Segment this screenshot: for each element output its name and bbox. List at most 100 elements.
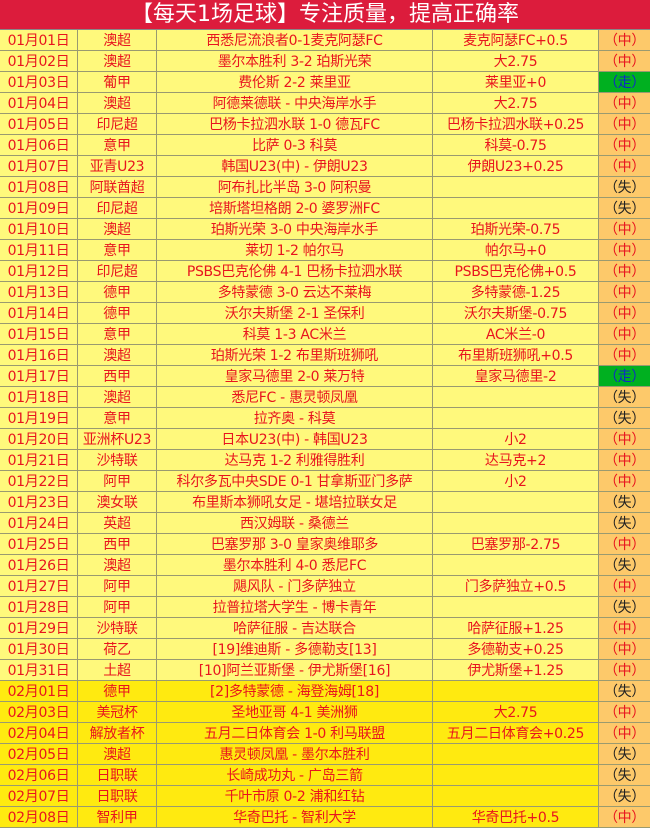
date-cell: 01月18日 xyxy=(0,387,78,407)
date-cell: 01月31日 xyxy=(0,660,78,680)
result-cell: （失） xyxy=(599,198,650,218)
match-cell: 培斯塔坦格朗 2-0 婆罗洲FC xyxy=(157,198,433,218)
result-cell: （中） xyxy=(599,219,650,239)
tip-cell: 麦克阿瑟FC+0.5 xyxy=(433,30,599,50)
table-row: 01月23日 澳女联 布里斯本狮吼女足 - 堪培拉联女足 （失） xyxy=(0,492,650,513)
result-cell: （中） xyxy=(599,660,650,680)
date-cell: 02月06日 xyxy=(0,765,78,785)
league-cell: 荷乙 xyxy=(78,639,157,659)
match-cell: 千叶市原 0-2 浦和红钻 xyxy=(157,786,433,806)
league-cell: 阿甲 xyxy=(78,471,157,491)
league-cell: 澳超 xyxy=(78,219,157,239)
page-title: 【每天1场足球】专注质量，提高正确率 xyxy=(0,0,650,30)
date-cell: 01月01日 xyxy=(0,30,78,50)
tip-cell xyxy=(433,765,599,785)
match-cell: 费伦斯 2-2 莱里亚 xyxy=(157,72,433,92)
date-cell: 01月29日 xyxy=(0,618,78,638)
table-row: 01月17日 西甲 皇家马德里 2-0 莱万特 皇家马德里-2 （走） xyxy=(0,366,650,387)
table-row: 01月25日 西甲 巴塞罗那 3-0 皇家奥维耶多 巴塞罗那-2.75 （中） xyxy=(0,534,650,555)
league-cell: 澳超 xyxy=(78,345,157,365)
date-cell: 01月22日 xyxy=(0,471,78,491)
date-cell: 01月08日 xyxy=(0,177,78,197)
tip-cell: 大2.75 xyxy=(433,51,599,71)
match-cell: [19]维迪斯 - 多德勒支[13] xyxy=(157,639,433,659)
date-cell: 01月07日 xyxy=(0,156,78,176)
tip-cell: 华奇巴托+0.5 xyxy=(433,807,599,827)
league-cell: 澳超 xyxy=(78,30,157,50)
match-cell: 长崎成功丸 - 广岛三箭 xyxy=(157,765,433,785)
match-cell: 西汉姆联 - 桑德兰 xyxy=(157,513,433,533)
match-cell: 圣地亚哥 4-1 美洲狮 xyxy=(157,702,433,722)
match-cell: 阿德莱德联 - 中央海岸水手 xyxy=(157,93,433,113)
league-cell: 亚洲杯U23 xyxy=(78,429,157,449)
result-cell: （失） xyxy=(599,681,650,701)
tip-cell: 小2 xyxy=(433,471,599,491)
match-cell: 韩国U23(中) - 伊朗U23 xyxy=(157,156,433,176)
league-cell: 印尼超 xyxy=(78,261,157,281)
result-cell: （中） xyxy=(599,534,650,554)
table-row: 02月07日 日职联 千叶市原 0-2 浦和红钻 （失） xyxy=(0,786,650,807)
tip-cell xyxy=(433,597,599,617)
result-cell: （失） xyxy=(599,555,650,575)
date-cell: 01月28日 xyxy=(0,597,78,617)
match-cell: 惠灵顿凤凰 - 墨尔本胜利 xyxy=(157,744,433,764)
match-cell: 莱切 1-2 帕尔马 xyxy=(157,240,433,260)
league-cell: 德甲 xyxy=(78,282,157,302)
tip-cell: 帕尔马+0 xyxy=(433,240,599,260)
league-cell: 印尼超 xyxy=(78,114,157,134)
table-row: 02月03日 美冠杯 圣地亚哥 4-1 美洲狮 大2.75 （中） xyxy=(0,702,650,723)
tip-cell: 巴塞罗那-2.75 xyxy=(433,534,599,554)
table-row: 01月31日 土超 [10]阿兰亚斯堡 - 伊尤斯堡[16] 伊尤斯堡+1.25 （中） xyxy=(0,660,650,681)
league-cell: 澳超 xyxy=(78,555,157,575)
tip-cell xyxy=(433,198,599,218)
table-row: 01月02日 澳超 墨尔本胜利 3-2 珀斯光荣 大2.75 （中） xyxy=(0,51,650,72)
date-cell: 02月03日 xyxy=(0,702,78,722)
league-cell: 西甲 xyxy=(78,366,157,386)
league-cell: 日职联 xyxy=(78,786,157,806)
date-cell: 01月04日 xyxy=(0,93,78,113)
match-cell: 日本U23(中) - 韩国U23 xyxy=(157,429,433,449)
tip-cell xyxy=(433,555,599,575)
result-cell: （走） xyxy=(599,366,650,386)
date-cell: 01月11日 xyxy=(0,240,78,260)
league-cell: 德甲 xyxy=(78,303,157,323)
result-cell: （中） xyxy=(599,618,650,638)
tip-cell xyxy=(433,513,599,533)
league-cell: 澳超 xyxy=(78,387,157,407)
date-cell: 02月08日 xyxy=(0,807,78,827)
match-cell: 多特蒙德 3-0 云达不莱梅 xyxy=(157,282,433,302)
match-cell: 达马克 1-2 利雅得胜利 xyxy=(157,450,433,470)
tip-cell: 珀斯光荣-0.75 xyxy=(433,219,599,239)
date-cell: 01月13日 xyxy=(0,282,78,302)
result-cell: （失） xyxy=(599,786,650,806)
date-cell: 02月04日 xyxy=(0,723,78,743)
table-row: 01月12日 印尼超 PSBS巴克伦佛 4-1 巴杨卡拉泗水联 PSBS巴克伦佛+0.… xyxy=(0,261,650,282)
table-row: 01月30日 荷乙 [19]维迪斯 - 多德勒支[13] 多德勒支+0.25 （中） xyxy=(0,639,650,660)
result-cell: （中） xyxy=(599,429,650,449)
table-row: 01月05日 印尼超 巴杨卡拉泗水联 1-0 德瓦FC 巴杨卡拉泗水联+0.25 （中） xyxy=(0,114,650,135)
tip-cell: 达马克+2 xyxy=(433,450,599,470)
table-row: 01月15日 意甲 科莫 1-3 AC米兰 AC米兰-0 （中） xyxy=(0,324,650,345)
table-row: 01月13日 德甲 多特蒙德 3-0 云达不莱梅 多特蒙德-1.25 （中） xyxy=(0,282,650,303)
league-cell: 澳女联 xyxy=(78,492,157,512)
league-cell: 阿甲 xyxy=(78,576,157,596)
tip-cell xyxy=(433,744,599,764)
league-cell: 亚青U23 xyxy=(78,156,157,176)
match-cell: 布里斯本狮吼女足 - 堪培拉联女足 xyxy=(157,492,433,512)
tip-cell: 莱里亚+0 xyxy=(433,72,599,92)
table-row: 01月19日 意甲 拉齐奥 - 科莫 （失） xyxy=(0,408,650,429)
tip-cell xyxy=(433,387,599,407)
table-row: 01月14日 德甲 沃尔夫斯堡 2-1 圣保利 沃尔夫斯堡-0.75 （中） xyxy=(0,303,650,324)
table-row: 01月21日 沙特联 达马克 1-2 利雅得胜利 达马克+2 （中） xyxy=(0,450,650,471)
date-cell: 01月06日 xyxy=(0,135,78,155)
table-row: 01月06日 意甲 比萨 0-3 科莫 科莫-0.75 （中） xyxy=(0,135,650,156)
date-cell: 01月02日 xyxy=(0,51,78,71)
match-cell: 华奇巴托 - 智利大学 xyxy=(157,807,433,827)
league-cell: 意甲 xyxy=(78,324,157,344)
tip-cell: 皇家马德里-2 xyxy=(433,366,599,386)
match-cell: 珀斯光荣 1-2 布里斯班狮吼 xyxy=(157,345,433,365)
league-cell: 印尼超 xyxy=(78,198,157,218)
result-cell: （中） xyxy=(599,576,650,596)
result-cell: （中） xyxy=(599,30,650,50)
match-cell: 科尔多瓦中央SDE 0-1 甘拿斯亚门多萨 xyxy=(157,471,433,491)
